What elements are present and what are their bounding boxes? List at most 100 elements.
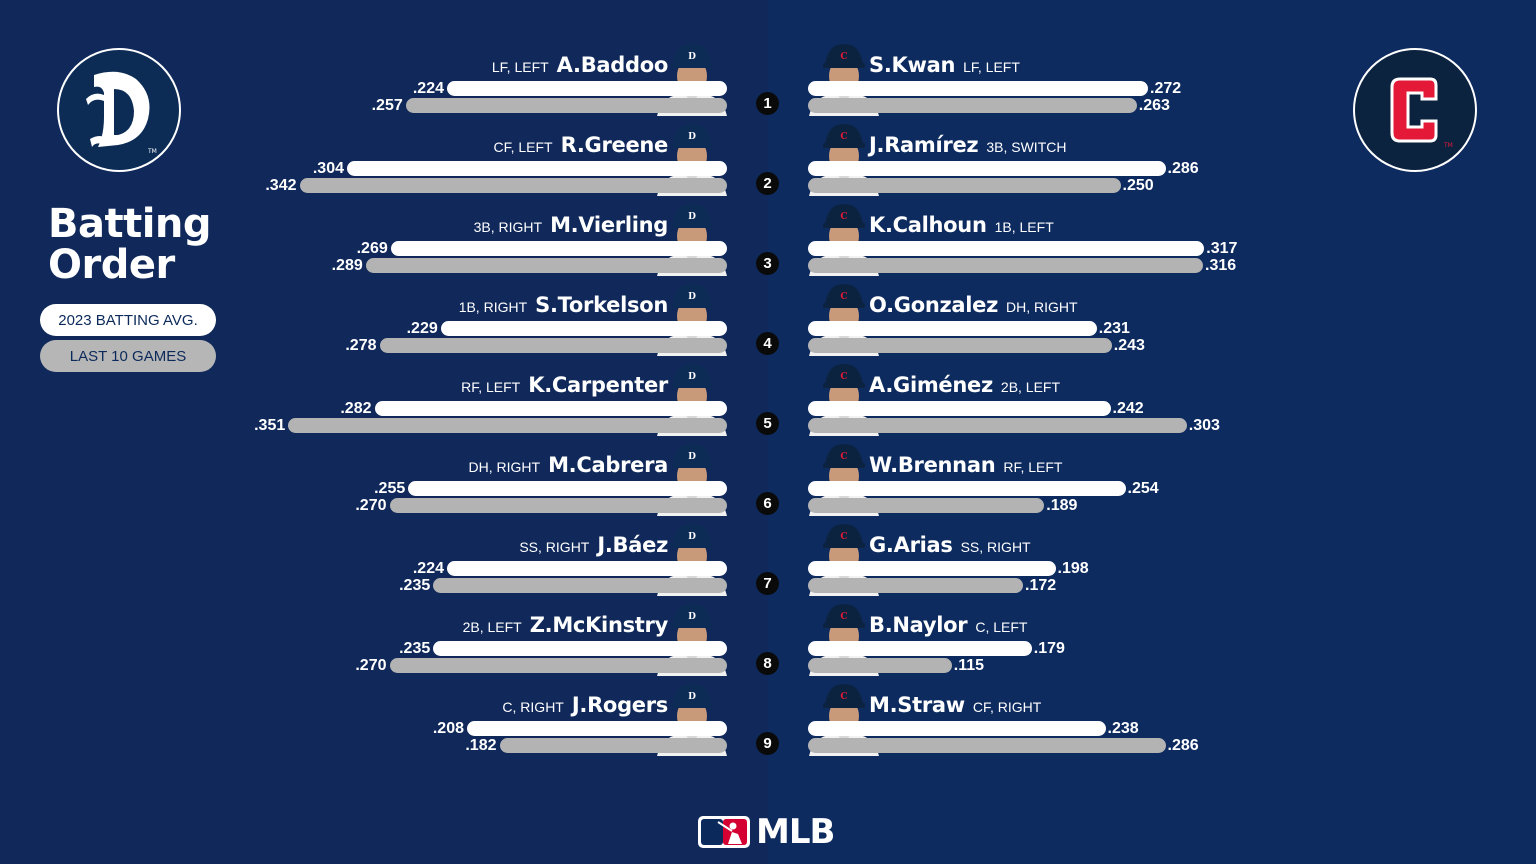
home-l10-bar — [808, 338, 1112, 353]
home-l10-bar — [808, 578, 1023, 593]
player-name: K.Carpenter — [528, 373, 668, 397]
away-avg-label: .224 — [412, 80, 444, 97]
legend-last-10-games: LAST 10 GAMES — [40, 340, 216, 372]
away-avg-label: .282 — [340, 400, 372, 417]
home-l10-label: .243 — [1113, 337, 1145, 354]
away-avg-bar — [433, 641, 727, 656]
home-avg-bar — [808, 241, 1205, 256]
player-position: SS, RIGHT — [519, 539, 590, 555]
player-name: O.Gonzalez — [869, 293, 999, 317]
away-avg-bar — [467, 721, 727, 736]
away-player: 1B, RIGHT S.Torkelson — [458, 293, 669, 317]
player-name: A.Giménez — [869, 373, 993, 397]
away-l10-bar — [499, 738, 727, 753]
batting-order-number: 5 — [756, 412, 779, 435]
batting-order-number: 8 — [756, 652, 779, 675]
svg-text:C: C — [840, 292, 847, 302]
away-player: DH, RIGHT M.Cabrera — [468, 453, 669, 477]
away-l10-label: .278 — [345, 337, 377, 354]
player-position: CF, LEFT — [493, 139, 553, 155]
away-l10-bar — [288, 418, 727, 433]
away-player: SS, RIGHT J.Báez — [519, 533, 668, 557]
home-l10-label: .263 — [1138, 97, 1170, 114]
home-l10-bar — [808, 738, 1166, 753]
player-name: K.Calhoun — [869, 213, 987, 237]
away-l10-bar — [405, 98, 727, 113]
player-name: Z.McKinstry — [529, 613, 669, 637]
batting-order-number: 2 — [756, 172, 779, 195]
away-avg-bar — [374, 401, 727, 416]
away-player: LF, LEFT A.Baddoo — [492, 53, 668, 77]
home-avg-label: .272 — [1150, 80, 1182, 97]
away-avg-label: .255 — [374, 480, 406, 497]
player-position: SS, RIGHT — [960, 539, 1031, 555]
home-avg-label: .198 — [1057, 560, 1089, 577]
home-avg-label: .317 — [1206, 240, 1238, 257]
away-l10-label: .182 — [465, 737, 497, 754]
home-avg-label: .254 — [1127, 480, 1159, 497]
player-position: DH, RIGHT — [1006, 299, 1078, 315]
svg-text:C: C — [840, 212, 847, 222]
home-avg-bar — [808, 561, 1056, 576]
home-player: S.Kwan LF, LEFT — [869, 53, 1020, 77]
away-l10-label: .270 — [355, 657, 387, 674]
away-player: RF, LEFT K.Carpenter — [461, 373, 668, 397]
svg-text:C: C — [840, 532, 847, 542]
home-player: M.Straw CF, RIGHT — [869, 693, 1041, 717]
player-position: CF, RIGHT — [972, 699, 1042, 715]
home-avg-bar — [808, 321, 1097, 336]
batting-order-number: 4 — [756, 332, 779, 355]
away-avg-label: .304 — [312, 160, 344, 177]
home-avg-bar — [808, 481, 1126, 496]
mlb-wordmark: MLB — [756, 812, 835, 852]
home-avg-bar — [808, 81, 1148, 96]
player-position: LF, LEFT — [491, 59, 549, 75]
player-name: S.Kwan — [869, 53, 956, 77]
home-player: O.Gonzalez DH, RIGHT — [869, 293, 1078, 317]
svg-text:D: D — [688, 612, 696, 622]
svg-text:D: D — [688, 372, 696, 382]
svg-text:C: C — [840, 612, 847, 622]
player-name: J.Báez — [597, 533, 668, 557]
mlb-batter-icon — [698, 816, 750, 848]
home-avg-bar — [808, 641, 1032, 656]
away-l10-label: .270 — [355, 497, 387, 514]
player-position: 3B, SWITCH — [986, 139, 1067, 155]
home-l10-bar — [808, 178, 1121, 193]
svg-text:D: D — [688, 692, 696, 702]
home-avg-label: .179 — [1033, 640, 1065, 657]
home-l10-bar — [808, 418, 1187, 433]
mlb-logo: MLB — [698, 812, 835, 852]
svg-text:D: D — [688, 52, 696, 62]
home-player: W.Brennan RF, LEFT — [869, 453, 1062, 477]
guardians-logo: TM — [1353, 48, 1477, 172]
batting-order-number: 9 — [756, 732, 779, 755]
home-player: J.Ramírez 3B, SWITCH — [869, 133, 1066, 157]
home-l10-label: .172 — [1025, 577, 1057, 594]
home-avg-bar — [808, 401, 1111, 416]
player-position: 1B, RIGHT — [458, 299, 528, 315]
away-l10-bar — [389, 498, 727, 513]
svg-text:D: D — [688, 532, 696, 542]
away-l10-bar — [365, 258, 727, 273]
old-english-d-icon: TM — [86, 71, 157, 155]
away-avg-bar — [408, 481, 727, 496]
svg-text:D: D — [688, 452, 696, 462]
batting-order-number: 6 — [756, 492, 779, 515]
player-name: M.Cabrera — [548, 453, 668, 477]
away-l10-label: .342 — [265, 177, 297, 194]
player-name: W.Brennan — [869, 453, 996, 477]
away-player: 3B, RIGHT M.Vierling — [473, 213, 669, 237]
svg-text:C: C — [840, 372, 847, 382]
player-name: R.Greene — [560, 133, 669, 157]
svg-text:TM: TM — [147, 148, 157, 155]
player-position: C, RIGHT — [502, 699, 564, 715]
home-l10-bar — [808, 258, 1203, 273]
player-position: 3B, RIGHT — [473, 219, 543, 235]
player-name: J.Ramírez — [869, 133, 979, 157]
home-player: A.Giménez 2B, LEFT — [869, 373, 1060, 397]
page-title: Batting Order — [48, 201, 212, 288]
guardians-c-icon: TM — [1390, 77, 1453, 149]
player-position: RF, LEFT — [1003, 459, 1063, 475]
player-position: DH, RIGHT — [468, 459, 541, 475]
